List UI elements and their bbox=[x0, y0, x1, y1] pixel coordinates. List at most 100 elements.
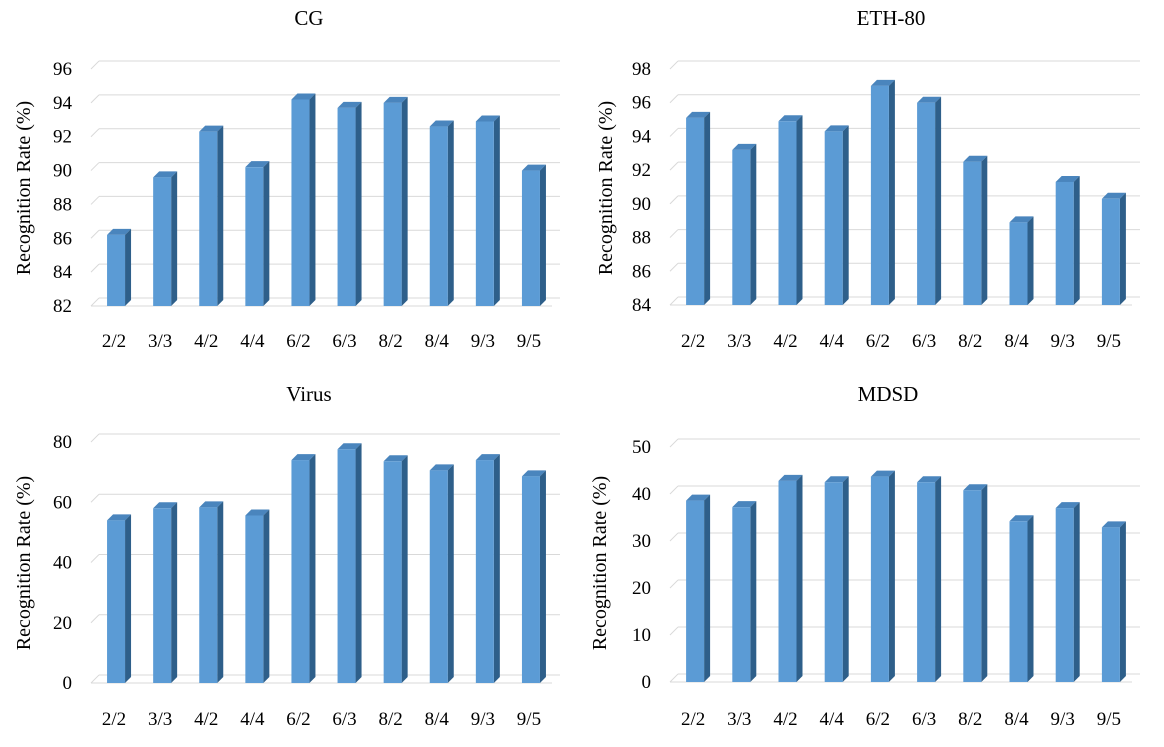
bar-side bbox=[539, 164, 546, 306]
gridline-diag bbox=[669, 229, 679, 238]
y-axis-label: Recognition Rate (%) bbox=[589, 476, 611, 650]
bar-side bbox=[263, 161, 270, 306]
x-tick-label: 9/5 bbox=[1097, 331, 1121, 352]
bar-front bbox=[475, 121, 494, 306]
gridline-diag bbox=[669, 195, 679, 205]
bar-side bbox=[1073, 502, 1080, 682]
bar bbox=[521, 470, 546, 683]
bar-top bbox=[383, 455, 408, 462]
bar-top bbox=[153, 502, 178, 509]
bar-top bbox=[824, 476, 849, 483]
bar-front bbox=[1009, 222, 1028, 305]
y-tick-label: 84 bbox=[53, 262, 73, 283]
gridline-diag bbox=[90, 229, 100, 239]
bar-side bbox=[1027, 216, 1034, 305]
bar-top bbox=[963, 484, 988, 491]
bar-top bbox=[337, 101, 362, 108]
y-tick-label: 40 bbox=[53, 553, 72, 574]
bar bbox=[732, 501, 757, 682]
bar bbox=[199, 125, 224, 306]
bar-side bbox=[888, 470, 895, 682]
bar-top bbox=[521, 470, 546, 477]
x-tick-label: 2/2 bbox=[681, 331, 705, 352]
y-axis-label: Recognition Rate (%) bbox=[595, 101, 617, 275]
chart-title: ETH-80 bbox=[857, 6, 926, 30]
bar-side bbox=[750, 143, 757, 305]
bar-side bbox=[796, 474, 803, 682]
bar bbox=[337, 443, 362, 683]
bar bbox=[107, 228, 132, 306]
bar bbox=[1101, 521, 1126, 682]
y-tick-label: 30 bbox=[632, 531, 651, 552]
bar-top bbox=[1101, 521, 1126, 528]
x-tick-label: 9/5 bbox=[517, 709, 541, 730]
bar bbox=[383, 455, 408, 683]
bar-side bbox=[1119, 521, 1126, 682]
x-tick-label: 2/2 bbox=[102, 709, 126, 730]
bar-front bbox=[337, 449, 356, 683]
x-tick-label: 8/2 bbox=[379, 709, 403, 730]
bar bbox=[429, 464, 454, 683]
y-tick-label: 86 bbox=[632, 261, 651, 282]
bar bbox=[1009, 216, 1034, 305]
x-tick-label: 6/3 bbox=[912, 709, 936, 730]
bar-top bbox=[963, 155, 988, 162]
bar-side bbox=[309, 93, 316, 306]
bar-top bbox=[475, 454, 500, 461]
x-tick-label: 9/5 bbox=[1097, 709, 1121, 730]
bar-top bbox=[521, 164, 546, 171]
bar-front bbox=[383, 102, 402, 306]
bar bbox=[824, 125, 849, 305]
bar-top bbox=[917, 96, 942, 103]
bar-front bbox=[963, 161, 982, 305]
bar-top bbox=[429, 120, 454, 127]
y-tick-label: 80 bbox=[53, 432, 72, 453]
bar-front bbox=[521, 170, 540, 306]
y-tick-label: 20 bbox=[53, 613, 72, 634]
bar bbox=[686, 494, 711, 682]
gridline-diag bbox=[669, 161, 679, 171]
bar-side bbox=[493, 115, 500, 306]
bar-front bbox=[153, 508, 172, 683]
bar-top bbox=[245, 509, 270, 516]
bar-front bbox=[153, 177, 172, 306]
bar-front bbox=[686, 117, 705, 305]
bar bbox=[429, 120, 454, 306]
x-tick-label: 4/2 bbox=[194, 331, 218, 352]
bar-front bbox=[824, 131, 843, 305]
bar-front bbox=[732, 507, 751, 682]
bar-front bbox=[291, 99, 310, 306]
bar-side bbox=[981, 155, 988, 305]
y-tick-label: 40 bbox=[632, 484, 651, 505]
chart-panel-virus: Virus Recognition Rate (%) 0 20 40 60 80 2/2… bbox=[0, 380, 582, 747]
bar-side bbox=[355, 101, 362, 306]
x-tick-label: 3/3 bbox=[727, 709, 751, 730]
bar bbox=[732, 143, 757, 305]
bar-top bbox=[1009, 216, 1034, 223]
chart-virus: Virus Recognition Rate (%) 0 20 40 60 80 2/2… bbox=[13, 382, 560, 730]
x-tick-label: 3/3 bbox=[148, 709, 172, 730]
gridline-diag bbox=[669, 60, 679, 70]
bar-front bbox=[1101, 527, 1120, 682]
bar-side bbox=[217, 501, 224, 683]
y-tick-label: 60 bbox=[53, 492, 72, 513]
bar-side bbox=[888, 79, 895, 305]
x-tick-label: 8/4 bbox=[425, 709, 450, 730]
gridline-diag bbox=[669, 262, 679, 272]
bar bbox=[963, 155, 988, 305]
chart-panel-eth80: ETH-80 Recognition Rate (%) 84 86 88 90 92 94… bbox=[582, 0, 1164, 367]
y-tick-label: 90 bbox=[53, 161, 72, 182]
bar bbox=[778, 115, 803, 305]
bar bbox=[824, 476, 849, 682]
gridline-diag bbox=[669, 94, 679, 104]
x-tick-label: 8/4 bbox=[1004, 709, 1029, 730]
gridline-diag bbox=[90, 554, 100, 563]
x-tick-label: 9/3 bbox=[1051, 709, 1075, 730]
x-tick-label: 8/4 bbox=[425, 331, 450, 352]
y-tick-label: 92 bbox=[53, 127, 72, 148]
x-tick-label: 6/3 bbox=[912, 331, 936, 352]
bar-top bbox=[917, 476, 942, 483]
x-tick-label: 2/2 bbox=[681, 709, 705, 730]
bar-side bbox=[171, 502, 178, 683]
chart-title: CG bbox=[294, 6, 323, 30]
